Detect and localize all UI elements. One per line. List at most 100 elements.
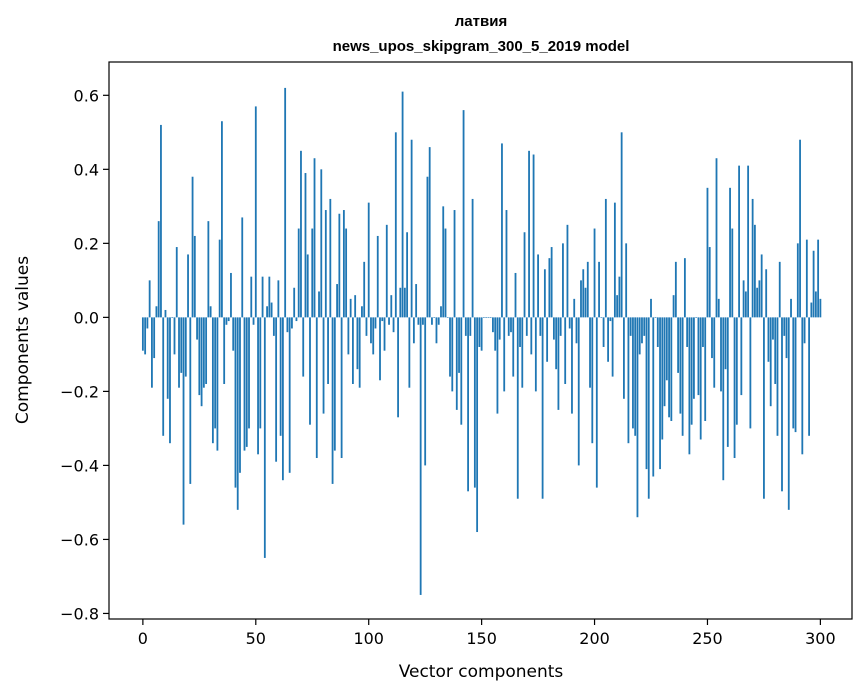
bar (681, 317, 684, 436)
bar (155, 306, 158, 318)
bar (376, 235, 379, 318)
bar (523, 232, 526, 318)
y-tick-label: −0.8 (60, 604, 99, 623)
y-tick-label: −0.4 (60, 456, 99, 475)
y-tick-label: 0.6 (74, 86, 99, 105)
bar (302, 317, 305, 377)
bar (227, 317, 230, 322)
bar (790, 298, 792, 318)
bar (202, 317, 205, 388)
bar (236, 317, 239, 510)
bar (304, 173, 307, 318)
bar (729, 187, 731, 318)
bar (715, 158, 718, 318)
bar (571, 317, 573, 414)
bar (295, 317, 298, 322)
bar (392, 317, 395, 333)
bar (539, 317, 542, 336)
bar (562, 243, 564, 318)
bar (207, 221, 210, 318)
bar (198, 317, 201, 396)
bar (381, 317, 384, 322)
bar (595, 317, 598, 488)
bar (690, 317, 693, 425)
bar (796, 243, 799, 318)
bar (763, 317, 765, 499)
x-axis-label: Vector components (399, 662, 564, 682)
bar (589, 317, 591, 388)
bar (543, 269, 546, 318)
y-tick-label: −0.6 (60, 530, 99, 549)
x-tick-label: 150 (466, 629, 497, 648)
y-tick-label: 0.4 (74, 160, 99, 179)
bar (248, 317, 250, 429)
bar (593, 228, 596, 318)
bar (805, 239, 808, 318)
bar (211, 317, 214, 444)
bar (774, 317, 777, 384)
bar (720, 317, 722, 392)
bar (758, 280, 761, 318)
bar (627, 317, 630, 444)
bar (358, 317, 361, 388)
bar (252, 317, 255, 325)
bar (559, 317, 562, 336)
bar (196, 317, 198, 340)
bar (507, 317, 510, 336)
bar (494, 317, 497, 351)
bar (245, 317, 248, 447)
bar (419, 317, 422, 595)
bar (528, 150, 530, 318)
bar (476, 317, 479, 533)
bar (153, 317, 156, 359)
bar (496, 317, 499, 414)
chart-title: латвия (455, 13, 507, 30)
bar (783, 317, 786, 336)
bar (618, 276, 621, 318)
bar (336, 284, 338, 318)
bar (616, 295, 619, 318)
bar (390, 295, 393, 318)
bar (166, 317, 169, 399)
bar (636, 317, 639, 518)
bar (550, 247, 553, 318)
bar (347, 317, 350, 355)
bar (607, 317, 609, 362)
bar (193, 235, 196, 318)
y-tick-label: −0.2 (60, 382, 99, 401)
bar (331, 317, 334, 484)
bar (232, 317, 235, 351)
bar (516, 317, 519, 499)
bar (638, 317, 641, 355)
bar (318, 291, 320, 318)
bar (433, 317, 436, 318)
bar (361, 306, 363, 318)
bar (189, 317, 192, 484)
bar (467, 317, 469, 492)
bar (144, 317, 147, 355)
bar (726, 317, 729, 447)
bar (611, 317, 614, 377)
bar (399, 287, 402, 318)
bar (372, 317, 375, 355)
bar (503, 317, 506, 392)
bar (584, 287, 587, 318)
bar (557, 317, 560, 410)
bar (218, 239, 221, 318)
bar (548, 258, 551, 318)
bar (297, 228, 300, 318)
bar (284, 87, 287, 318)
bar (406, 232, 409, 318)
bar (451, 317, 454, 392)
bar (446, 317, 449, 318)
bar (772, 317, 774, 340)
bar (216, 317, 219, 451)
bar (458, 317, 460, 373)
bar (324, 210, 327, 318)
bar (277, 280, 280, 318)
bar (693, 317, 695, 399)
bar (765, 269, 768, 318)
bar (794, 317, 797, 433)
x-tick-label: 50 (246, 629, 266, 648)
bar (808, 317, 810, 436)
